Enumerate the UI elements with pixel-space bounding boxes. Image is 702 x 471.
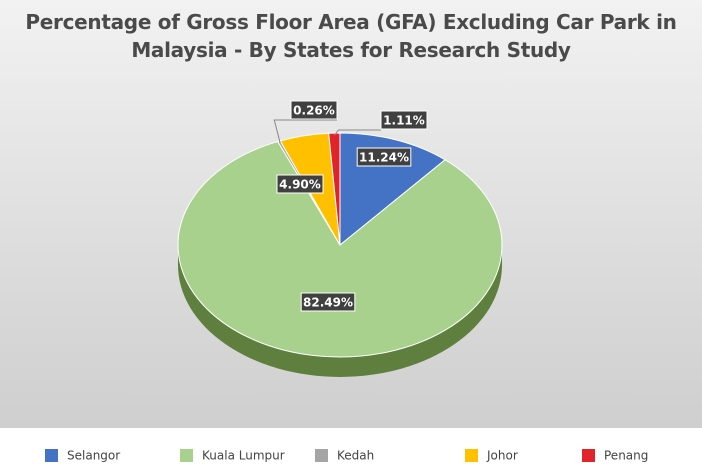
data-label: 0.26% bbox=[293, 104, 335, 118]
leader-line bbox=[273, 119, 337, 144]
legend-label: Kuala Lumpur bbox=[202, 449, 285, 463]
data-label-box bbox=[300, 292, 356, 312]
legend-label: Johor bbox=[486, 449, 518, 463]
data-label-box bbox=[356, 147, 412, 167]
legend-label: Penang bbox=[604, 449, 648, 463]
pie-slice bbox=[177, 140, 503, 358]
legend-swatch bbox=[465, 449, 478, 462]
legend-swatch bbox=[180, 449, 193, 462]
legend-swatch bbox=[315, 449, 328, 462]
data-label: 11.24% bbox=[359, 151, 409, 165]
data-label: 1.11% bbox=[383, 114, 425, 128]
data-label: 4.90% bbox=[279, 178, 321, 192]
legend-label: Kedah bbox=[337, 449, 374, 463]
data-label-box bbox=[290, 100, 338, 120]
legend-label: Selangor bbox=[67, 449, 120, 463]
leader-line bbox=[334, 129, 381, 136]
pie-side bbox=[178, 245, 502, 377]
legend-swatch bbox=[582, 449, 595, 462]
chart-title: Percentage of Gross Floor Area (GFA) Exc… bbox=[25, 10, 677, 62]
data-label-box bbox=[276, 174, 324, 194]
legend-swatch bbox=[45, 449, 58, 462]
data-label-box bbox=[380, 110, 428, 130]
pie-slice bbox=[328, 132, 341, 246]
data-label: 82.49% bbox=[303, 296, 353, 310]
